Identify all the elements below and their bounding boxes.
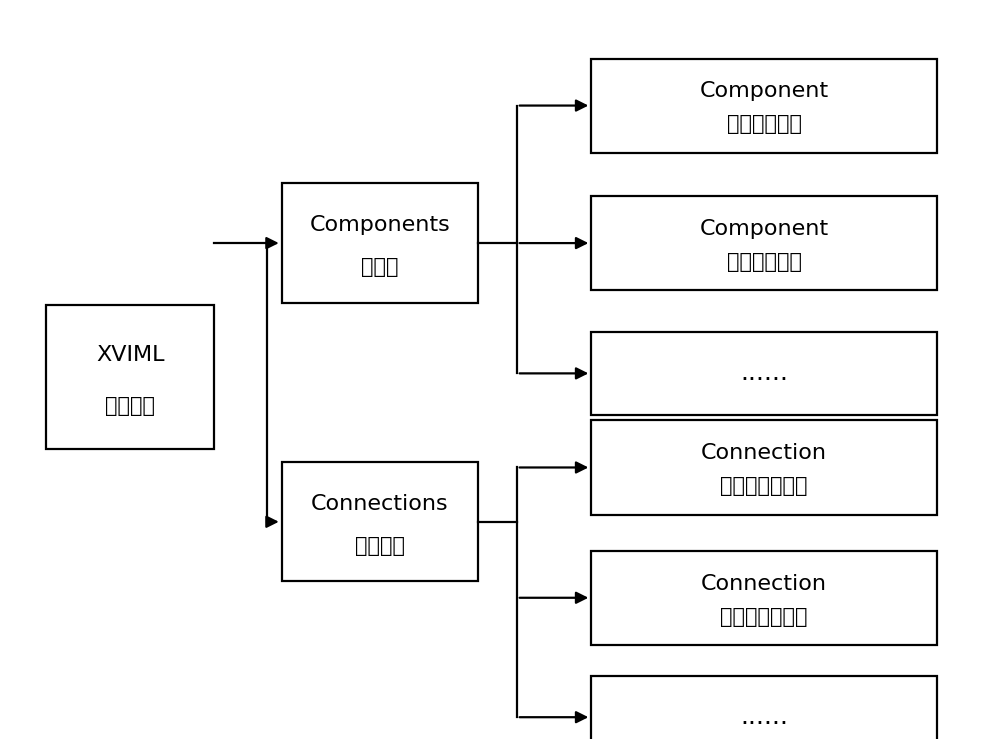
Text: Components: Components	[310, 215, 450, 235]
Text: ......: ......	[740, 361, 788, 385]
Text: 连接件描述规范: 连接件描述规范	[720, 477, 808, 496]
Bar	[591, 332, 937, 415]
Text: Component: Component	[699, 81, 829, 102]
Bar	[591, 550, 937, 645]
Text: ......: ......	[740, 705, 788, 729]
Bar	[591, 59, 937, 152]
Text: Connections: Connections	[311, 494, 449, 514]
Text: Component: Component	[699, 219, 829, 239]
Text: 连接件组: 连接件组	[355, 535, 405, 556]
Bar	[591, 421, 937, 514]
Text: XVIML: XVIML	[96, 345, 165, 365]
Text: 连接件描述规范: 连接件描述规范	[720, 606, 808, 627]
Text: 构件组: 构件组	[361, 257, 399, 277]
Text: Connection: Connection	[701, 443, 827, 464]
Bar	[282, 462, 478, 581]
Bar	[591, 196, 937, 290]
Bar	[46, 305, 214, 449]
Text: 配置文件: 配置文件	[105, 396, 155, 416]
Text: Connection: Connection	[701, 574, 827, 593]
Text: 构件描述规范: 构件描述规范	[726, 115, 802, 134]
Text: 构件描述规范: 构件描述规范	[726, 252, 802, 272]
Bar	[591, 676, 937, 754]
Bar	[282, 183, 478, 303]
